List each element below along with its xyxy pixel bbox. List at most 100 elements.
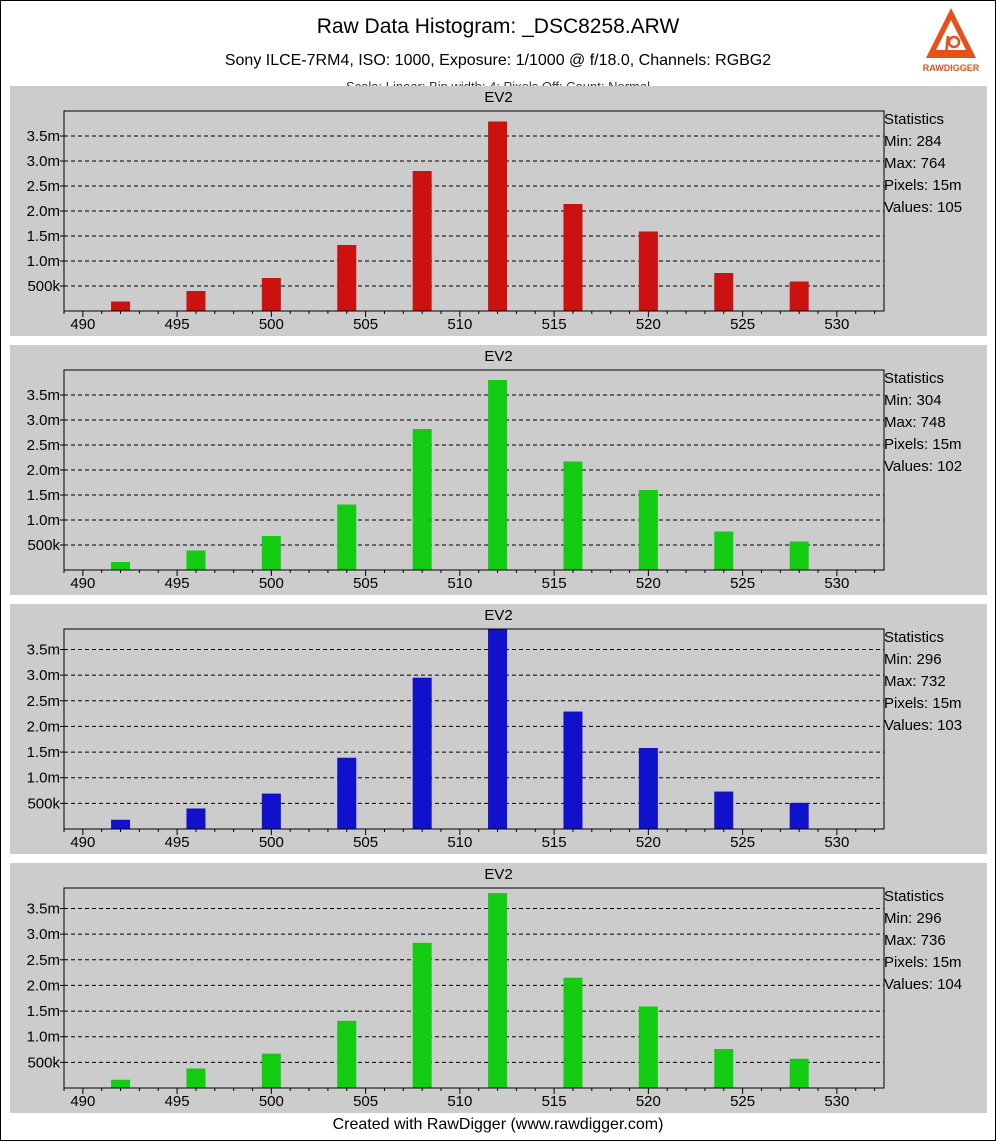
stats-pixels: Pixels: 15m — [884, 695, 962, 712]
stats-pixels: Pixels: 15m — [884, 436, 962, 453]
x-tick-label: 520 — [636, 316, 661, 333]
histogram-bar — [186, 808, 206, 829]
x-tick-label: 515 — [542, 575, 567, 592]
x-tick-label: 505 — [353, 834, 378, 851]
x-tick-label: 495 — [165, 575, 190, 592]
histogram-panel-red: EV2 500k 1.0m 1.5m 2.0m 2.5m 3.0m 3.5m 490 495 50… — [10, 86, 987, 336]
histogram-panel-green: EV2 500k 1.0m 1.5m 2.0m 2.5m 3.0m 3.5m 490 495 50… — [10, 345, 987, 595]
x-tick-label: 505 — [353, 1093, 378, 1110]
x-tick-label: 500 — [259, 575, 284, 592]
stats-max: Max: 764 — [884, 155, 946, 172]
stats-heading: Statistics — [884, 111, 945, 128]
x-tick-label: 500 — [259, 1093, 284, 1110]
stats-heading: Statistics — [884, 888, 945, 905]
histogram-bar — [563, 711, 583, 829]
histogram-bar — [714, 1049, 734, 1088]
x-tick-label: 490 — [70, 575, 95, 592]
histogram-plot-green2: 500k 1.0m 1.5m 2.0m 2.5m 3.0m 3.5m 490 495 500 505… — [27, 887, 885, 1110]
x-tick-label: 490 — [70, 316, 95, 333]
x-tick-label: 525 — [730, 316, 755, 333]
y-tick-label: 3.5m — [27, 901, 60, 918]
histogram-bar — [488, 893, 508, 1088]
stats-values: Values: 102 — [884, 458, 963, 475]
histogram-panel-green2: EV2 500k 1.0m 1.5m 2.0m 2.5m 3.0m 3.5m 490 495 50… — [10, 863, 987, 1113]
x-tick-label: 525 — [730, 575, 755, 592]
stats-max: Max: 736 — [884, 932, 946, 949]
y-tick-label: 500k — [27, 278, 60, 295]
histogram-bar — [111, 301, 131, 311]
x-tick-label: 520 — [636, 575, 661, 592]
histogram-plot-green: 500k 1.0m 1.5m 2.0m 2.5m 3.0m 3.5m 490 495 500 505… — [27, 369, 885, 592]
logo-magnifier-icon — [947, 35, 961, 49]
histogram-panel-blue: EV2 500k 1.0m 1.5m 2.0m 2.5m 3.0m 3.5m 490 495 50… — [10, 604, 987, 854]
panel-title: EV2 — [484, 607, 513, 624]
histogram-bar — [337, 757, 357, 829]
x-tick-label: 505 — [353, 316, 378, 333]
histogram-bar — [261, 1053, 281, 1088]
stats-heading: Statistics — [884, 629, 945, 646]
histogram-bar — [789, 541, 809, 570]
histogram-bar — [563, 204, 583, 311]
plot-border — [63, 110, 885, 312]
histogram-bar — [714, 791, 734, 829]
x-tick-label: 530 — [824, 834, 849, 851]
y-tick-label: 2.0m — [27, 718, 60, 735]
stats-min: Min: 296 — [884, 910, 942, 927]
plot-border — [63, 628, 885, 830]
histogram-bar — [638, 490, 658, 570]
x-tick-label: 500 — [259, 316, 284, 333]
histogram-bar — [563, 977, 583, 1088]
report-subtitle: Sony ILCE-7RM4, ISO: 1000, Exposure: 1/1… — [224, 52, 772, 69]
x-tick-label: 515 — [542, 1093, 567, 1110]
y-tick-label: 500k — [27, 537, 60, 554]
x-tick-label: 510 — [447, 575, 472, 592]
panel-title: EV2 — [484, 89, 513, 106]
histogram-bar — [789, 281, 809, 311]
y-tick-label: 2.5m — [27, 693, 60, 710]
histogram-bar — [714, 273, 734, 311]
histogram-bar — [337, 504, 357, 570]
histogram-bar — [337, 1020, 357, 1088]
x-tick-label: 495 — [165, 316, 190, 333]
y-tick-label: 2.5m — [27, 952, 60, 969]
plot-border — [63, 887, 885, 1089]
histogram-bar — [412, 171, 432, 311]
report-subtitle-secondary: Scale: Linear; Bin width: 4; Pixels Off:… — [0, 80, 996, 87]
statistics-box: Statistics Min: 304 Max: 748 Pixels: 15m… — [884, 368, 962, 478]
histogram-bar — [488, 121, 508, 311]
stats-max: Max: 748 — [884, 414, 946, 431]
y-tick-label: 500k — [27, 795, 60, 812]
histogram-bar — [412, 429, 432, 570]
stats-values: Values: 105 — [884, 199, 963, 216]
stats-heading: Statistics — [884, 370, 945, 387]
histogram-bar — [261, 793, 281, 829]
histogram-bar — [261, 536, 281, 570]
stats-values: Values: 104 — [884, 976, 963, 993]
x-tick-label: 510 — [447, 834, 472, 851]
y-tick-label: 3.5m — [27, 642, 60, 659]
y-tick-label: 1.5m — [27, 228, 60, 245]
rawdigger-logo: RAWDIGGER — [923, 8, 980, 73]
x-tick-label: 530 — [824, 575, 849, 592]
y-tick-label: 3.5m — [27, 128, 60, 145]
stats-pixels: Pixels: 15m — [884, 954, 962, 971]
x-tick-label: 515 — [542, 316, 567, 333]
histogram-bar — [111, 1079, 131, 1088]
histogram-bar — [789, 1058, 809, 1088]
x-tick-label: 495 — [165, 1093, 190, 1110]
x-tick-label: 525 — [730, 834, 755, 851]
x-tick-label: 490 — [70, 834, 95, 851]
histogram-bar — [488, 380, 508, 570]
histogram-bar — [412, 677, 432, 829]
plot-area — [64, 629, 884, 829]
logo-text: RAWDIGGER — [923, 63, 980, 73]
y-tick-label: 2.5m — [27, 437, 60, 454]
report-title: Raw Data Histogram: _DSC8258.ARW — [316, 15, 680, 38]
stats-min: Min: 284 — [884, 133, 942, 150]
y-tick-label: 3.0m — [27, 667, 60, 684]
histogram-bar — [714, 531, 734, 570]
y-tick-label: 2.0m — [27, 977, 60, 994]
y-tick-label: 1.5m — [27, 744, 60, 761]
x-tick-label: 500 — [259, 834, 284, 851]
histogram-plot-blue: 500k 1.0m 1.5m 2.0m 2.5m 3.0m 3.5m 490 495 500 505… — [27, 628, 885, 851]
